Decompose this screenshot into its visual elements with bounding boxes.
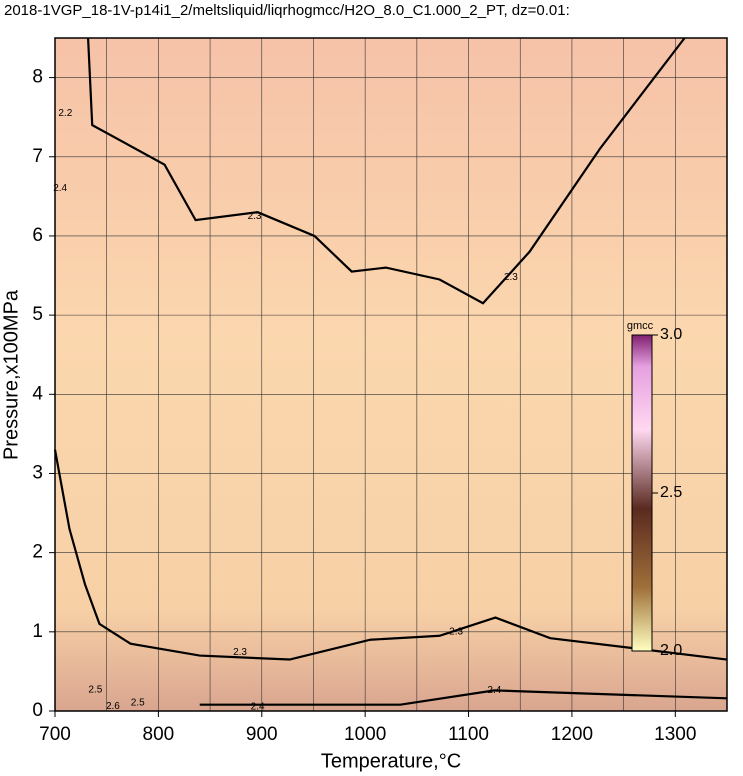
contour-label: 2.4 [251, 702, 265, 713]
contour-label: 2.5 [88, 684, 102, 695]
colorbar-tick-label: 3.0 [660, 326, 682, 343]
x-tick-label: 1300 [654, 724, 696, 745]
y-tick-label: 7 [32, 146, 43, 167]
y-tick-label: 4 [32, 383, 43, 404]
y-tick-label: 0 [32, 700, 43, 721]
contour-label: 2.3 [233, 647, 247, 658]
x-tick-label: 700 [39, 724, 71, 745]
colorbar [631, 334, 653, 652]
x-tick-label: 1100 [448, 724, 489, 745]
x-tick-label: 1000 [344, 724, 386, 745]
colorbar-label: gmcc [627, 320, 654, 332]
y-tick-label: 3 [32, 462, 43, 483]
x-tick-label: 800 [143, 724, 175, 745]
x-axis-label: Temperature,°C [321, 750, 461, 772]
y-axis-label: Pressure,x100MPa [0, 289, 22, 460]
plot-area [55, 38, 727, 711]
y-tick-label: 8 [32, 67, 43, 88]
contour-label: 2.6 [106, 701, 120, 712]
colorbar-tick-label: 2.5 [660, 484, 682, 501]
colorbar-tick-label: 2.0 [660, 642, 682, 659]
contour-label: 2.3 [504, 272, 518, 283]
contour-label: 2.4 [487, 685, 501, 696]
y-tick-label: 5 [32, 304, 43, 325]
contour-label: 2.5 [131, 698, 145, 709]
contour-line [86, 37, 686, 305]
y-tick-label: 2 [32, 542, 43, 563]
contour-label: 2.4 [53, 183, 67, 194]
plot-frame [54, 37, 728, 712]
contour-line [199, 689, 728, 706]
contour-label: 2.3 [449, 626, 463, 637]
x-tick-label: 900 [246, 724, 278, 745]
y-tick-label: 6 [32, 225, 43, 246]
chart-title: 2018-1VGP_18-1V-p14i1_2/meltsliquid/liqr… [4, 2, 570, 19]
x-tick-label: 1200 [551, 724, 593, 745]
contour-line [53, 449, 728, 661]
contour-label: 2.3 [248, 211, 262, 222]
y-tick-label: 1 [32, 621, 43, 642]
contour-label: 2.2 [58, 108, 72, 119]
